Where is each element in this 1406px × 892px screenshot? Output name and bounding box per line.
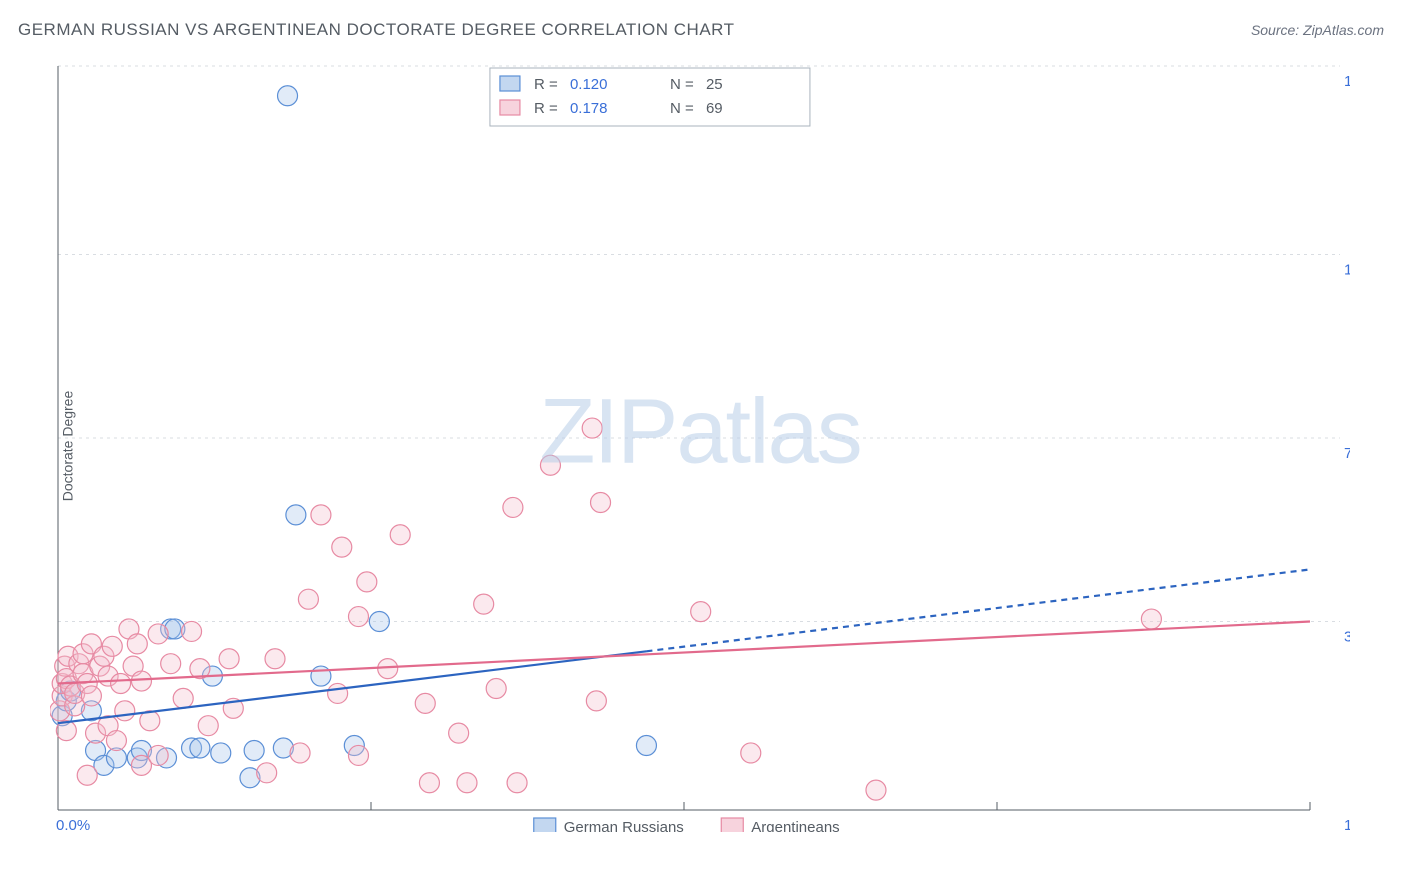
svg-text:7.5%: 7.5%	[1344, 445, 1350, 462]
source-name: ZipAtlas.com	[1303, 22, 1384, 38]
svg-text:N =: N =	[670, 76, 694, 93]
svg-text:Argentineans: Argentineans	[751, 819, 839, 832]
svg-text:R =: R =	[534, 100, 558, 117]
svg-text:69: 69	[706, 100, 723, 117]
svg-text:0.120: 0.120	[570, 76, 608, 93]
svg-text:3.8%: 3.8%	[1344, 629, 1350, 646]
svg-text:German Russians: German Russians	[564, 819, 684, 832]
svg-text:0.0%: 0.0%	[56, 817, 90, 832]
chart-title: GERMAN RUSSIAN VS ARGENTINEAN DOCTORATE …	[18, 20, 735, 40]
svg-text:25: 25	[706, 76, 723, 93]
plot-area: 3.8% 7.5% 11.2% 15.0% 0.0% 15.0% German Russia…	[50, 62, 1350, 832]
svg-text:N =: N =	[670, 100, 694, 117]
source-prefix: Source:	[1251, 22, 1303, 38]
svg-text:0.178: 0.178	[570, 100, 608, 117]
svg-text:15.0%: 15.0%	[1344, 73, 1350, 90]
source-label: Source: ZipAtlas.com	[1251, 22, 1384, 38]
scatter-chart: 3.8% 7.5% 11.2% 15.0% 0.0% 15.0% German Russia…	[50, 62, 1350, 832]
svg-text:15.0%: 15.0%	[1344, 817, 1350, 832]
svg-text:11.2%: 11.2%	[1344, 261, 1350, 278]
svg-text:R =: R =	[534, 76, 558, 93]
